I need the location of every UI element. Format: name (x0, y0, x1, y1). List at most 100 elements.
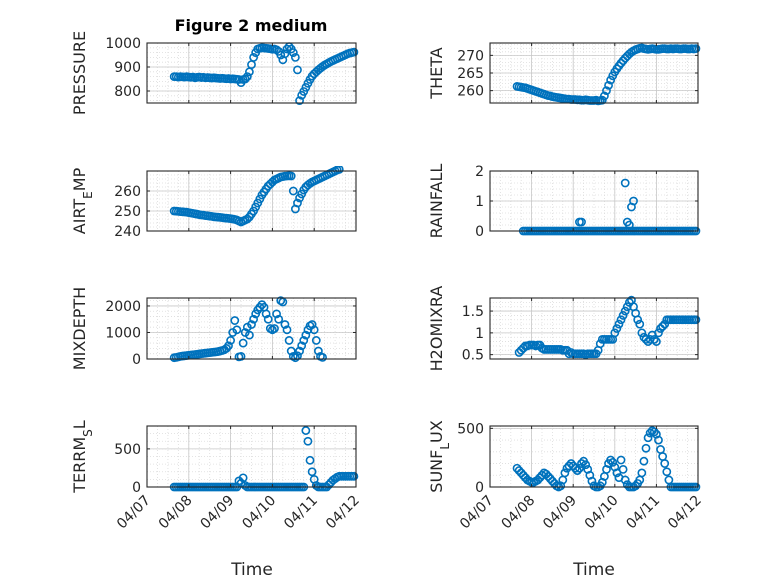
x-tick-label: 04/07 (457, 493, 497, 533)
data-point (660, 459, 670, 468)
y-tick-label: 265 (457, 66, 484, 82)
data-point (610, 328, 620, 338)
data-point (570, 463, 580, 473)
data-point (620, 475, 630, 485)
data-point (577, 459, 586, 468)
data-point (230, 316, 240, 325)
data-point (587, 476, 597, 486)
subplot-5: 0.5 1 1.5 H2OMIXRA (427, 286, 701, 371)
y-tick-label: 1000 (105, 36, 141, 52)
data-point (240, 74, 250, 84)
subplot-1: 260 265 270 THETA (427, 42, 701, 106)
data-point (618, 465, 628, 474)
x-tick-label: 04/07 (114, 493, 154, 533)
data-point (581, 460, 591, 470)
data-point (272, 45, 281, 55)
x-tick-label: 04/11 (623, 493, 663, 533)
data-point (274, 314, 284, 324)
data-point (597, 95, 607, 105)
data-point (286, 346, 296, 356)
subplot-3: 0 1 2 RAINFALL (427, 164, 701, 240)
y-tick-label: 1 (475, 194, 484, 210)
y-tick-label: 1 (475, 326, 484, 342)
data-point (307, 320, 317, 329)
axes-box (146, 297, 357, 360)
data-point (624, 220, 634, 230)
series-markers (512, 43, 701, 106)
data-point (572, 466, 582, 475)
data-point (249, 314, 258, 324)
data-point (618, 311, 628, 320)
y-axis-label: MIXDEPTH (70, 287, 89, 370)
data-point (641, 334, 651, 344)
x-tick-label: 04/08 (156, 493, 196, 533)
data-point (282, 325, 292, 335)
data-point (295, 346, 304, 356)
y-tick-label: 2 (475, 164, 484, 180)
y-tick-label: 250 (114, 204, 141, 220)
series-markers (169, 166, 344, 227)
y-axis-label: RAINFALL (427, 164, 446, 239)
data-point (261, 309, 271, 319)
x-tick-label: 04/09 (198, 493, 238, 533)
data-point (654, 435, 663, 445)
data-point (616, 315, 626, 325)
y-tick-label: 0 (132, 352, 141, 368)
data-point (629, 196, 638, 206)
data-point (631, 481, 640, 491)
y-tick-label: 240 (114, 224, 141, 240)
data-point (654, 328, 663, 338)
data-point (606, 455, 616, 465)
data-point (602, 86, 611, 96)
figure-title: Figure 2 medium (175, 16, 328, 35)
data-point (280, 320, 290, 329)
axes-box (489, 297, 699, 360)
y-tick-label: 0 (132, 480, 141, 496)
data-point (276, 50, 286, 60)
y-axis-label: PRESSURE (70, 31, 89, 115)
subplot-0: 800 900 1000 PRESSURE (70, 31, 359, 115)
data-point (616, 455, 626, 465)
data-point (622, 302, 632, 312)
data-point (249, 53, 258, 62)
data-point (620, 306, 630, 316)
data-point (652, 337, 661, 346)
data-point (637, 468, 647, 478)
axes-box (489, 425, 699, 488)
data-point (608, 457, 618, 467)
data-point (600, 91, 609, 101)
y-tick-label: 0 (475, 480, 484, 496)
data-point (577, 217, 586, 227)
data-point (643, 433, 653, 443)
data-point (349, 47, 359, 57)
data-point (301, 426, 311, 435)
data-point (280, 49, 290, 59)
subplot-4: 0 1000 2000 MIXDEPTH (70, 287, 357, 370)
data-point (606, 75, 616, 85)
y-tick-label: 2000 (105, 299, 141, 315)
y-tick-label: 0.5 (462, 348, 484, 364)
data-point (247, 320, 256, 329)
data-point (290, 53, 300, 62)
data-point (604, 80, 613, 90)
y-axis-label: AIRTEMP (70, 167, 95, 234)
data-point (612, 324, 622, 333)
data-point (309, 325, 319, 335)
data-point (224, 341, 233, 351)
data-point (284, 336, 294, 345)
y-axis-label: SUNFLUX (427, 420, 452, 492)
data-point (560, 468, 570, 478)
data-point (305, 455, 315, 465)
data-point (238, 338, 248, 348)
data-point (691, 44, 701, 54)
subplot-7: 04/07 04/08 04/09 04/10 04/11 04/12 0 500 SUNFLU… (427, 420, 705, 532)
y-tick-label: 1000 (105, 325, 141, 341)
axes-box (146, 170, 357, 232)
x-tick-label: 04/09 (540, 493, 580, 533)
x-tick-label: 04/11 (281, 493, 321, 533)
x-tick-label: 04/12 (323, 493, 363, 533)
data-point (614, 319, 624, 329)
series-markers (169, 42, 359, 105)
data-point (295, 96, 304, 105)
